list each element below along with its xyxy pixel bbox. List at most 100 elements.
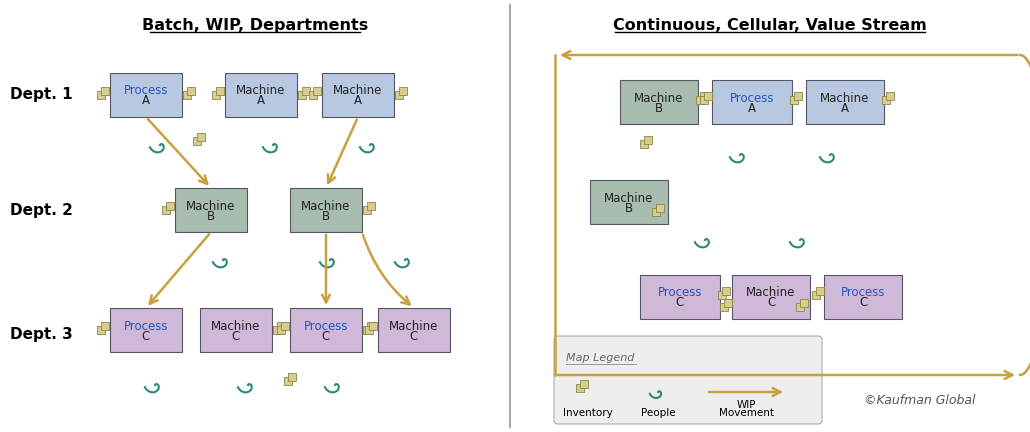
Text: ©Kaufman Global: ©Kaufman Global [864,394,975,407]
FancyBboxPatch shape [277,322,285,330]
FancyBboxPatch shape [824,275,902,319]
FancyBboxPatch shape [718,291,726,299]
FancyBboxPatch shape [193,137,201,145]
Text: Process: Process [304,320,348,333]
Text: Machine: Machine [334,85,383,98]
FancyBboxPatch shape [399,87,407,95]
Text: Process: Process [658,286,702,299]
FancyBboxPatch shape [886,92,894,100]
FancyBboxPatch shape [590,180,668,224]
FancyBboxPatch shape [378,308,450,352]
FancyBboxPatch shape [187,87,195,95]
FancyBboxPatch shape [724,299,732,307]
FancyBboxPatch shape [812,291,820,299]
Text: A: A [842,102,849,114]
FancyBboxPatch shape [97,91,105,99]
Text: Inventory: Inventory [563,408,613,418]
FancyBboxPatch shape [703,92,712,100]
FancyBboxPatch shape [216,87,224,95]
FancyBboxPatch shape [197,133,205,141]
Text: A: A [748,102,756,114]
FancyBboxPatch shape [277,326,285,334]
Text: C: C [859,296,867,309]
Text: B: B [207,210,215,222]
FancyBboxPatch shape [576,384,584,392]
Text: C: C [676,296,684,309]
FancyBboxPatch shape [644,136,652,144]
Text: Machine: Machine [747,286,796,299]
FancyBboxPatch shape [720,303,728,311]
FancyBboxPatch shape [365,326,373,334]
FancyBboxPatch shape [290,188,362,232]
FancyBboxPatch shape [175,188,247,232]
FancyBboxPatch shape [313,87,321,95]
Text: A: A [142,95,150,108]
FancyBboxPatch shape [794,92,802,100]
FancyBboxPatch shape [110,308,182,352]
FancyBboxPatch shape [816,287,824,295]
Text: Process: Process [840,286,885,299]
Text: Process: Process [124,320,168,333]
FancyBboxPatch shape [288,373,296,381]
Text: Machine: Machine [186,200,236,213]
FancyBboxPatch shape [700,96,708,104]
FancyBboxPatch shape [162,206,170,214]
FancyBboxPatch shape [367,322,375,330]
FancyBboxPatch shape [110,73,182,117]
FancyBboxPatch shape [281,322,289,330]
Text: B: B [655,102,663,114]
FancyBboxPatch shape [722,287,730,295]
FancyBboxPatch shape [363,206,371,214]
Text: People: People [641,408,676,418]
Text: Dept. 2: Dept. 2 [10,203,73,217]
Text: C: C [410,330,418,343]
FancyBboxPatch shape [101,87,109,95]
FancyBboxPatch shape [700,92,708,100]
Text: Continuous, Cellular, Value Stream: Continuous, Cellular, Value Stream [613,18,927,33]
Text: C: C [321,330,331,343]
FancyBboxPatch shape [790,96,798,104]
FancyBboxPatch shape [273,326,281,334]
FancyBboxPatch shape [309,91,317,99]
Text: B: B [625,201,633,215]
FancyBboxPatch shape [806,80,884,124]
Text: Dept. 1: Dept. 1 [10,88,73,102]
FancyBboxPatch shape [183,91,191,99]
Text: Movement: Movement [719,408,774,418]
Text: C: C [767,296,776,309]
Text: Dept. 3: Dept. 3 [10,327,73,343]
FancyBboxPatch shape [394,91,403,99]
FancyBboxPatch shape [640,275,720,319]
FancyBboxPatch shape [302,87,310,95]
FancyBboxPatch shape [800,299,808,307]
FancyBboxPatch shape [166,202,174,210]
Text: Machine: Machine [236,85,285,98]
Text: Machine: Machine [820,92,869,105]
Text: Process: Process [729,92,775,105]
Text: B: B [322,210,330,222]
FancyBboxPatch shape [284,377,291,385]
Text: Machine: Machine [211,320,261,333]
Text: Machine: Machine [302,200,350,213]
FancyBboxPatch shape [732,275,810,319]
Text: C: C [232,330,240,343]
Text: Map Legend: Map Legend [566,353,634,363]
FancyBboxPatch shape [290,308,362,352]
FancyBboxPatch shape [640,140,648,148]
FancyBboxPatch shape [101,322,109,330]
FancyBboxPatch shape [796,303,804,311]
FancyBboxPatch shape [322,73,394,117]
Text: Machine: Machine [389,320,439,333]
FancyBboxPatch shape [620,80,698,124]
FancyBboxPatch shape [212,91,220,99]
FancyBboxPatch shape [882,96,890,104]
FancyBboxPatch shape [97,326,105,334]
FancyBboxPatch shape [225,73,297,117]
Text: WIP: WIP [736,400,756,410]
FancyBboxPatch shape [696,96,703,104]
FancyBboxPatch shape [652,208,660,216]
FancyBboxPatch shape [298,91,306,99]
FancyBboxPatch shape [200,308,272,352]
FancyBboxPatch shape [554,336,822,424]
Text: A: A [354,95,362,108]
